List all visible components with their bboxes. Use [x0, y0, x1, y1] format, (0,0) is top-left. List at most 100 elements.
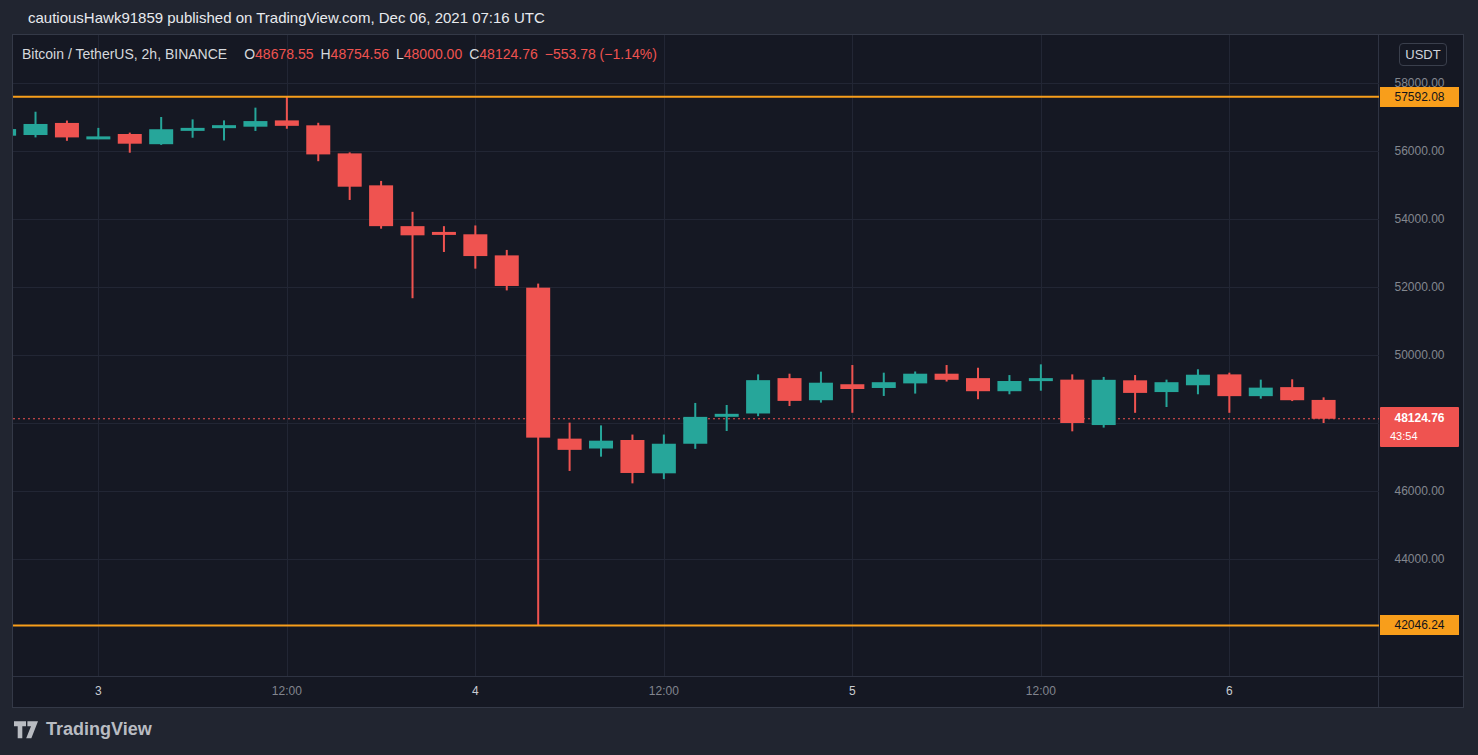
candle: [589, 425, 613, 456]
candle-body: [589, 441, 613, 449]
open-label: O: [244, 46, 255, 62]
symbol-title[interactable]: Bitcoin / TetherUS, 2h, BINANCE: [22, 46, 227, 62]
candle-body: [809, 383, 833, 401]
candle: [1029, 364, 1053, 390]
candle-body: [243, 121, 267, 127]
candle: [935, 365, 959, 381]
candle: [1092, 377, 1116, 428]
candle-body: [118, 134, 142, 144]
candle: [338, 152, 362, 200]
candle-body: [903, 374, 927, 384]
last-price-value: 48124.76: [1380, 407, 1459, 428]
tradingview-logo-icon[interactable]: [14, 721, 38, 739]
candle: [1123, 375, 1147, 413]
candle: [149, 117, 173, 145]
candle-body: [1249, 388, 1273, 397]
candle: [55, 121, 79, 141]
candle-wick: [254, 108, 256, 131]
chart-legend: Bitcoin / TetherUS, 2h, BINANCE O48678.55…: [22, 46, 657, 62]
candle: [809, 372, 833, 403]
candle-body: [86, 136, 110, 139]
candle-wick: [1040, 364, 1042, 390]
price-tick-label: 56000.00: [1380, 144, 1459, 158]
candle-body: [24, 124, 48, 135]
candle: [24, 112, 48, 138]
candle: [652, 435, 676, 480]
candle-wick: [443, 226, 445, 252]
close-value: 48124.76: [479, 46, 537, 62]
time-tick-label: 6: [1226, 684, 1233, 698]
time-tick-label: 12:00: [649, 684, 679, 698]
candle-body: [652, 444, 676, 474]
time-tick-label: 3: [95, 684, 102, 698]
candle-body: [1029, 378, 1053, 381]
price-tick-label: 46000.00: [1380, 484, 1459, 498]
footer: TradingView: [14, 719, 152, 740]
high-label: H: [320, 46, 330, 62]
candle-wick: [412, 212, 414, 298]
candle-body: [840, 384, 864, 389]
candle: [778, 374, 802, 406]
candle-body: [778, 378, 802, 401]
candle-body: [746, 380, 770, 413]
candle: [463, 225, 487, 268]
candle-body: [966, 378, 990, 391]
candle-body: [369, 185, 393, 226]
low-line-price-label: 42046.24: [1380, 615, 1459, 635]
chart-plot-area[interactable]: [13, 35, 1379, 676]
time-axis[interactable]: 312:00412:00512:006: [13, 677, 1379, 707]
candle-body: [432, 232, 456, 235]
open-value: 48678.55: [255, 46, 313, 62]
candle-body: [683, 417, 707, 444]
candle-wick: [726, 405, 728, 431]
candle-body: [495, 255, 519, 286]
price-tick-label: 54000.00: [1380, 212, 1459, 226]
candle: [275, 97, 299, 129]
low-value: 48000.00: [404, 46, 462, 62]
candle: [432, 226, 456, 252]
candle-body: [1092, 380, 1116, 425]
time-tick-label: 12:00: [272, 684, 302, 698]
candle: [181, 119, 205, 137]
low-label: L: [396, 46, 404, 62]
candle-body: [338, 153, 362, 186]
candle-body: [212, 125, 236, 128]
candle: [683, 403, 707, 449]
candle: [558, 423, 582, 471]
candle: [1217, 373, 1241, 413]
price-tick-label: 50000.00: [1380, 348, 1459, 362]
price-axis[interactable]: USDT 57592.08 42046.24 48124.76 43:54 58…: [1380, 35, 1464, 707]
high-value: 48754.56: [331, 46, 389, 62]
candle: [1155, 380, 1179, 407]
candle-wick: [223, 120, 225, 140]
candle-body: [1060, 380, 1084, 423]
candle-body: [463, 234, 487, 256]
time-tick-label: 4: [472, 684, 479, 698]
tradingview-brand-text[interactable]: TradingView: [46, 719, 152, 740]
candle-body: [181, 128, 205, 131]
price-tick-label: 44000.00: [1380, 552, 1459, 566]
candle: [966, 368, 990, 399]
candle: [1312, 397, 1336, 423]
candle: [840, 365, 864, 413]
candle-body: [275, 120, 299, 125]
candle-body: [620, 440, 644, 473]
page: { "header": { "title": "cautiousHawk9185…: [0, 0, 1478, 755]
candle-body: [55, 123, 79, 137]
candle: [1186, 369, 1210, 394]
candle: [243, 108, 267, 131]
currency-toggle-button[interactable]: USDT: [1399, 43, 1447, 66]
candle: [715, 405, 739, 431]
candle: [401, 212, 425, 298]
candle-body: [401, 226, 425, 235]
candle: [746, 374, 770, 416]
candle-body: [1186, 375, 1210, 386]
time-tick-label: 12:00: [1026, 684, 1056, 698]
price-chart[interactable]: [13, 35, 1379, 676]
candle: [872, 373, 896, 396]
candle-body: [558, 439, 582, 450]
candle: [86, 128, 110, 140]
candle: [620, 435, 644, 484]
candle: [903, 371, 927, 393]
bar-countdown: 43:54: [1380, 428, 1459, 447]
